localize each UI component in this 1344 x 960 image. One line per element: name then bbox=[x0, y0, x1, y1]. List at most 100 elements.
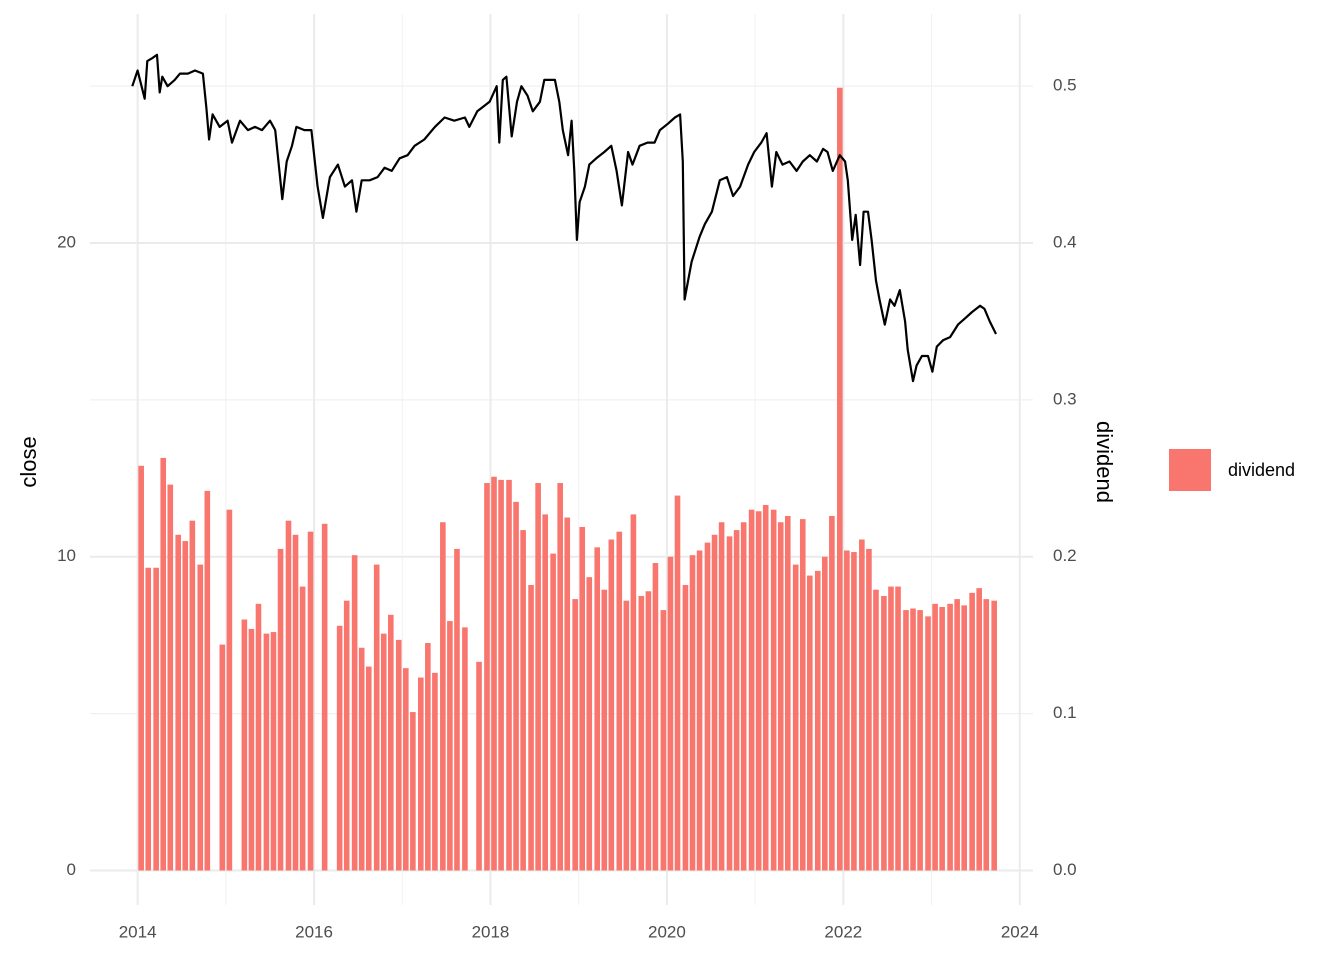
bar bbox=[564, 517, 571, 871]
bar bbox=[976, 588, 982, 871]
bar bbox=[667, 556, 674, 871]
bar bbox=[777, 522, 784, 871]
bar bbox=[616, 531, 623, 871]
bar bbox=[440, 522, 446, 871]
bar bbox=[395, 639, 402, 871]
bar bbox=[939, 606, 945, 871]
bar bbox=[594, 547, 601, 871]
bar bbox=[153, 567, 159, 871]
bar bbox=[263, 633, 270, 871]
bar bbox=[895, 586, 901, 871]
bar bbox=[696, 550, 703, 871]
bar bbox=[351, 555, 358, 871]
bar bbox=[807, 575, 813, 871]
bar bbox=[321, 523, 328, 871]
bar bbox=[417, 677, 424, 871]
bar bbox=[837, 87, 843, 871]
y-axis-title: close bbox=[16, 436, 41, 487]
y-tick-label: 0 bbox=[67, 860, 76, 879]
bar bbox=[358, 647, 365, 871]
bar bbox=[145, 567, 152, 871]
bar bbox=[520, 530, 526, 871]
bar bbox=[682, 584, 689, 871]
bar bbox=[454, 548, 460, 871]
bar bbox=[799, 519, 806, 871]
legend-label: dividend bbox=[1228, 460, 1295, 480]
bar bbox=[814, 570, 821, 871]
bar bbox=[623, 600, 630, 871]
bar bbox=[550, 553, 556, 871]
bar bbox=[652, 563, 659, 871]
bar bbox=[365, 666, 372, 871]
bar bbox=[770, 509, 777, 871]
bar bbox=[498, 479, 504, 871]
bar bbox=[873, 589, 879, 871]
legend-key bbox=[1169, 449, 1211, 491]
x-tick-label: 2014 bbox=[119, 922, 157, 941]
bar bbox=[557, 483, 563, 871]
bar bbox=[462, 627, 468, 871]
bar bbox=[373, 564, 380, 871]
bar bbox=[484, 483, 490, 871]
bar bbox=[285, 520, 292, 871]
bar bbox=[226, 509, 233, 871]
bar bbox=[241, 619, 248, 871]
bar bbox=[491, 476, 497, 871]
bar bbox=[866, 548, 872, 871]
bar bbox=[336, 625, 343, 871]
bar bbox=[380, 633, 387, 871]
bar bbox=[961, 605, 967, 871]
bar bbox=[277, 548, 284, 871]
bar bbox=[219, 644, 226, 871]
bar bbox=[307, 531, 314, 871]
bar bbox=[506, 479, 512, 871]
bar bbox=[784, 515, 791, 871]
bar bbox=[403, 668, 409, 871]
bar bbox=[528, 584, 534, 871]
y2-tick-label: 0.4 bbox=[1053, 233, 1077, 252]
x-tick-label: 2022 bbox=[824, 922, 862, 941]
bar bbox=[535, 483, 541, 871]
bar bbox=[851, 552, 857, 871]
x-tick-label: 2016 bbox=[295, 922, 333, 941]
bar bbox=[917, 610, 923, 871]
bar bbox=[829, 515, 835, 871]
bar bbox=[630, 514, 637, 871]
bar bbox=[542, 514, 548, 871]
bar bbox=[586, 577, 593, 871]
y2-tick-label: 0.2 bbox=[1053, 546, 1077, 565]
bar bbox=[947, 603, 953, 871]
bar bbox=[388, 614, 394, 871]
bar bbox=[822, 556, 828, 871]
y-tick-label: 20 bbox=[57, 233, 76, 252]
bar bbox=[270, 632, 277, 871]
bar bbox=[410, 712, 416, 871]
bar bbox=[513, 501, 519, 871]
bar bbox=[138, 465, 144, 871]
bar bbox=[167, 484, 174, 871]
bar bbox=[248, 628, 255, 871]
y2-tick-label: 0.5 bbox=[1053, 76, 1077, 95]
bar bbox=[608, 539, 615, 871]
bar bbox=[925, 616, 931, 871]
y2-axis-title: dividend bbox=[1092, 421, 1117, 503]
bar bbox=[343, 600, 350, 871]
bar bbox=[579, 526, 586, 871]
bar bbox=[255, 603, 262, 871]
bar bbox=[991, 600, 997, 871]
bar bbox=[638, 595, 645, 871]
x-tick-label: 2024 bbox=[1001, 922, 1039, 941]
y2-tick-label: 0.0 bbox=[1053, 860, 1077, 879]
bar bbox=[748, 509, 755, 871]
bar bbox=[204, 490, 211, 871]
bar bbox=[182, 541, 189, 871]
bar bbox=[432, 672, 438, 871]
x-tick-label: 2020 bbox=[648, 922, 686, 941]
y-tick-label: 10 bbox=[57, 546, 76, 565]
bar bbox=[175, 534, 182, 871]
bar bbox=[645, 591, 652, 871]
bar bbox=[425, 643, 431, 871]
bar bbox=[197, 564, 204, 871]
bar bbox=[881, 595, 887, 871]
